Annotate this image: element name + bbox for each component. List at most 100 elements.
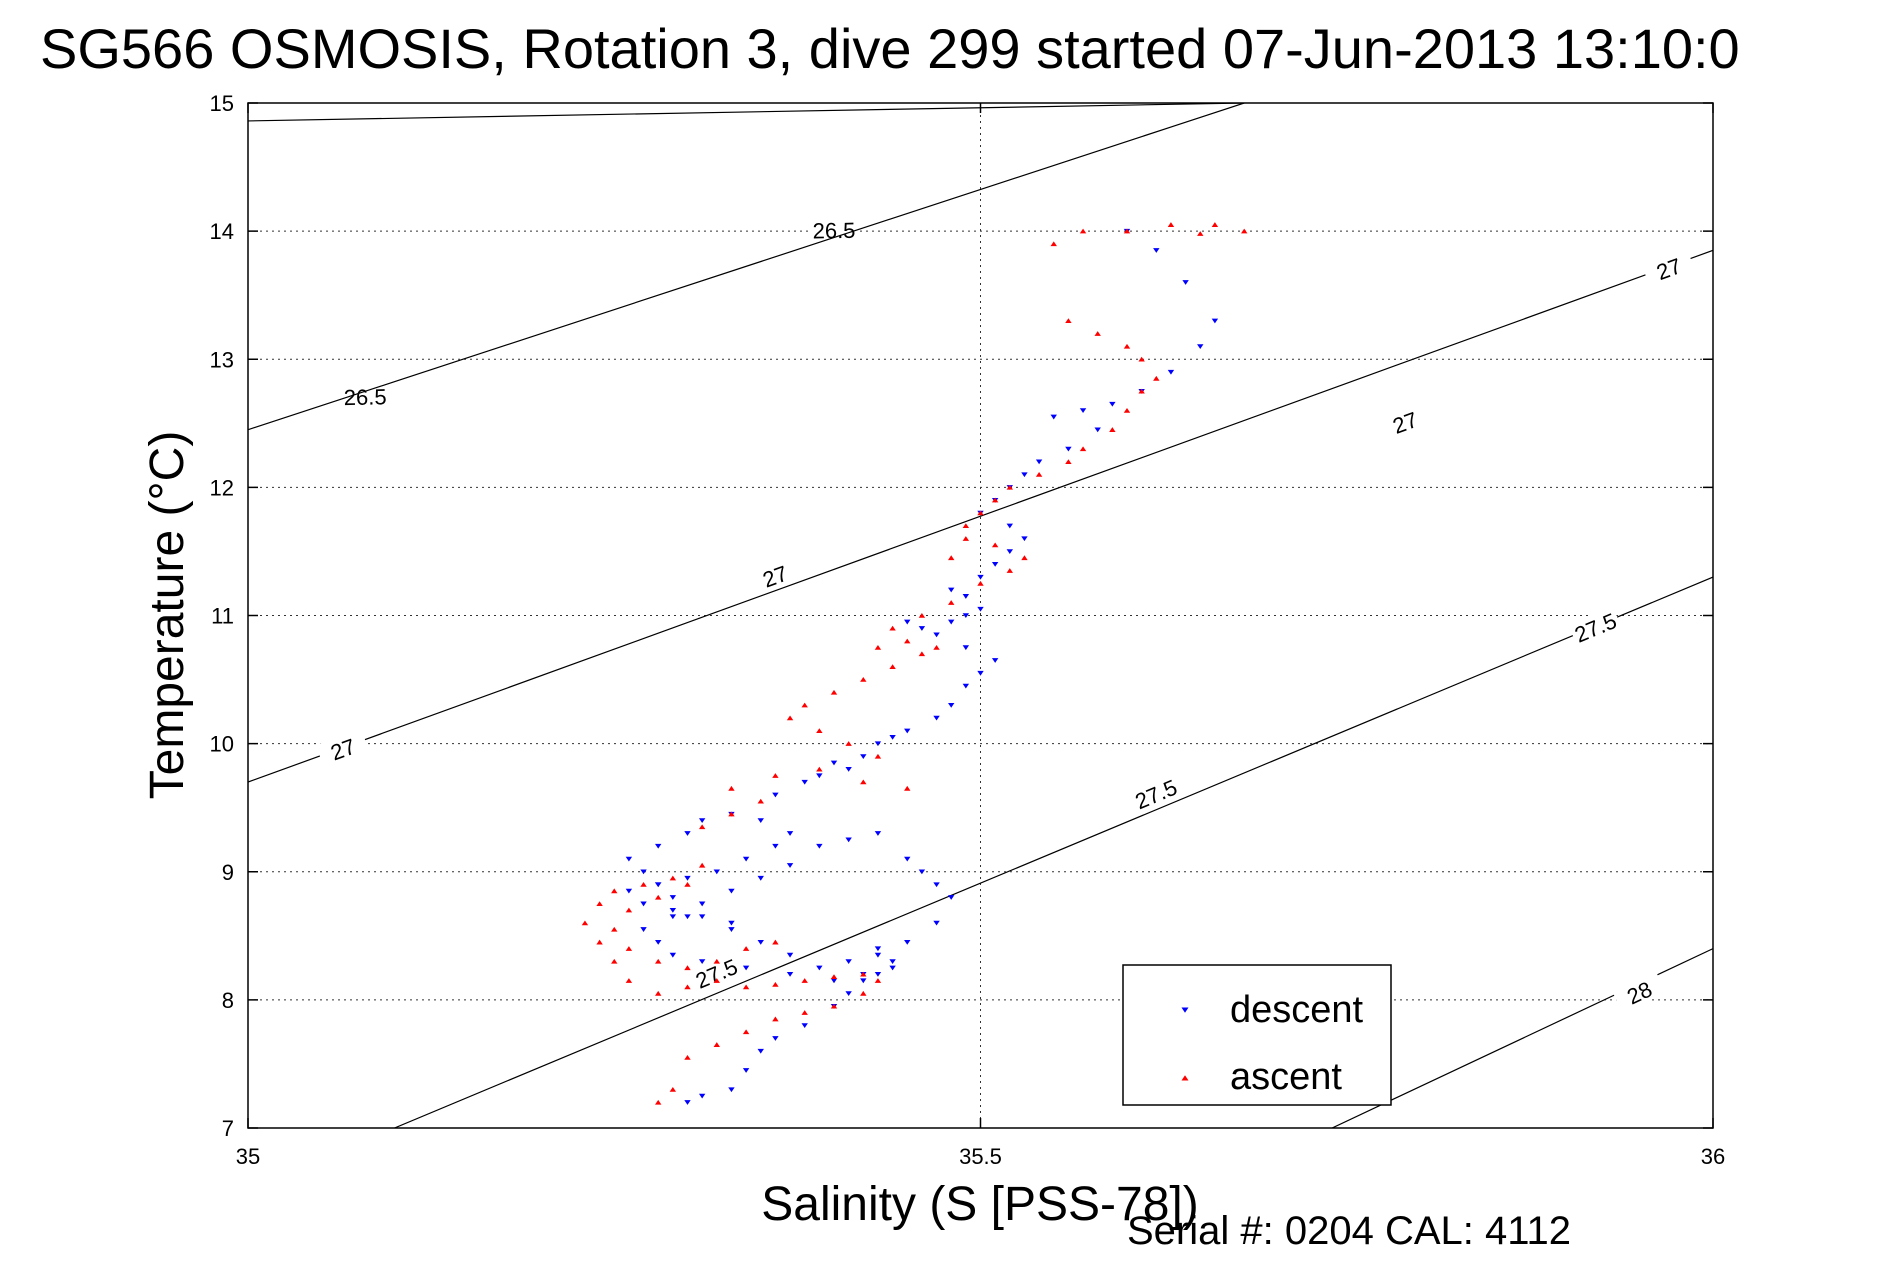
ascent-point <box>713 1042 720 1047</box>
descent-point <box>816 843 823 849</box>
y-tick-label: 7 <box>222 1116 234 1141</box>
ascent-point <box>742 984 750 990</box>
ascent-point <box>918 612 926 618</box>
descent-point <box>757 1048 764 1054</box>
legend-descent-label: descent <box>1230 989 1364 1031</box>
descent-point <box>728 1087 735 1093</box>
ascent-point <box>1109 427 1116 432</box>
ascent-point <box>1079 228 1087 234</box>
ascent-point <box>655 894 662 900</box>
descent-point <box>1021 536 1028 542</box>
y-tick-label: 10 <box>210 732 234 757</box>
legend-ascent-label: ascent <box>1230 1056 1342 1098</box>
ascent-point <box>889 625 896 631</box>
x-axis-label: Salinity (S [PSS-78]) <box>761 1178 1198 1231</box>
descent-point <box>684 831 691 836</box>
ascent-point <box>816 728 823 734</box>
x-tick-label: 35.5 <box>959 1144 1002 1169</box>
descent-point <box>728 888 735 894</box>
ascent-point <box>1065 318 1072 324</box>
ascent-point <box>801 978 808 983</box>
ascent-point <box>860 971 867 977</box>
ascent-point <box>1197 231 1204 236</box>
descent-point <box>962 645 970 651</box>
y-tick-label: 8 <box>222 988 234 1013</box>
descent-point <box>1197 344 1204 349</box>
x-tick-label: 35 <box>236 1144 260 1169</box>
ascent-point <box>1123 228 1131 234</box>
ascent-point <box>655 958 662 964</box>
descent-point <box>991 658 999 663</box>
ascent-point <box>611 926 618 932</box>
descent-point <box>845 959 852 964</box>
legend-box <box>1122 964 1392 1106</box>
y-tick-label: 14 <box>210 219 234 244</box>
descent-point <box>977 670 984 676</box>
descent-point <box>757 818 764 824</box>
ascent-point <box>1006 568 1013 573</box>
y-tick-label: 9 <box>222 860 234 885</box>
ascent-point <box>1123 343 1131 349</box>
legend: descent ascent <box>1122 964 1392 1106</box>
descent-point <box>962 594 970 599</box>
descent-point <box>655 939 662 945</box>
descent-point <box>786 972 794 977</box>
ascent-point <box>684 882 691 887</box>
ascent-point <box>962 523 970 529</box>
descent-point <box>933 632 940 638</box>
descent-point <box>1167 369 1175 375</box>
descent-point <box>669 907 677 913</box>
ascent-point <box>845 741 852 746</box>
descent-point <box>948 619 955 625</box>
ascent-point <box>904 785 911 791</box>
ascent-point <box>830 974 838 980</box>
descent-point <box>977 574 984 580</box>
descent-point <box>1035 459 1043 465</box>
legend-ascent-marker <box>1181 1075 1189 1081</box>
isopycnal-label-bg <box>1378 401 1432 441</box>
y-tick-label: 13 <box>210 347 234 372</box>
ascent-point <box>1079 446 1087 452</box>
descent-point <box>669 952 677 958</box>
ascent-point <box>948 600 955 605</box>
ascent-point <box>1021 555 1028 561</box>
descent-point <box>698 959 706 964</box>
ascent-point <box>640 882 647 887</box>
descent-point <box>1079 408 1087 414</box>
isopycnal-line-27 <box>248 249 1713 783</box>
ascent-point <box>830 689 838 695</box>
descent-point <box>1065 446 1072 452</box>
descent-point <box>860 978 867 984</box>
isopycnal-label-bg <box>689 952 743 993</box>
descent-point <box>698 818 706 824</box>
descent-point <box>1211 318 1219 324</box>
descent-point <box>757 875 764 881</box>
ascent-point <box>655 990 662 996</box>
descent-point <box>889 959 896 964</box>
descent-point <box>918 626 926 631</box>
ascent-point <box>625 978 633 983</box>
ascent-point <box>611 888 618 894</box>
descent-point <box>816 773 823 779</box>
ascent-point <box>728 785 735 791</box>
descent-point <box>684 1100 691 1105</box>
ascent-point <box>874 644 882 650</box>
ascent-point <box>669 875 677 881</box>
y-axis-label: Temperature (°C) <box>141 431 194 800</box>
ascent-point <box>1211 222 1219 227</box>
descent-point <box>948 587 955 593</box>
isopycnal-label-bg <box>1568 606 1622 647</box>
descent-point <box>713 869 720 875</box>
descent-point <box>1094 427 1101 433</box>
ascent-point <box>1094 331 1101 336</box>
ascent-point <box>742 946 750 951</box>
data-points-layer <box>581 222 1248 1105</box>
descent-point <box>889 734 896 740</box>
ascent-point <box>1167 222 1175 227</box>
ascent-point <box>948 555 955 561</box>
descent-point <box>977 606 984 612</box>
descent-point <box>772 1036 779 1041</box>
ascent-point <box>904 638 911 644</box>
legend-descent-symbol <box>1181 1007 1189 1013</box>
